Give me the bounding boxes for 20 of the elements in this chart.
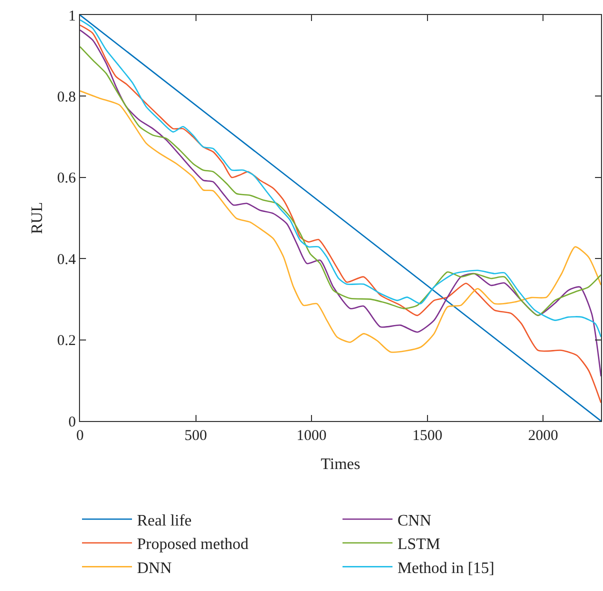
legend-label: CNN [398, 512, 432, 530]
x-axis-title: Times [320, 456, 360, 473]
y-axis-title: RUL [29, 202, 46, 234]
y-tick-label: 1 [68, 8, 76, 24]
x-tick-label: 2000 [528, 428, 558, 444]
x-tick-label: 1500 [412, 428, 442, 444]
legend-label: Real life [137, 512, 192, 530]
legend-label: DNN [137, 560, 172, 577]
legend-label: Method in [15] [398, 560, 494, 577]
y-tick-label: 0.6 [57, 170, 76, 187]
legend-label: LSTM [398, 536, 440, 554]
y-tick-label: 0.4 [57, 252, 76, 268]
y-tick-label: 0.8 [57, 89, 76, 106]
y-tick-label: 0 [68, 414, 76, 430]
x-tick-label: 1000 [296, 428, 327, 444]
line-series [80, 90, 601, 353]
line-series [80, 46, 601, 316]
legend-label: Proposed method [137, 536, 249, 554]
y-tick-label: 0.2 [57, 333, 76, 350]
x-tick-label: 500 [184, 428, 208, 444]
